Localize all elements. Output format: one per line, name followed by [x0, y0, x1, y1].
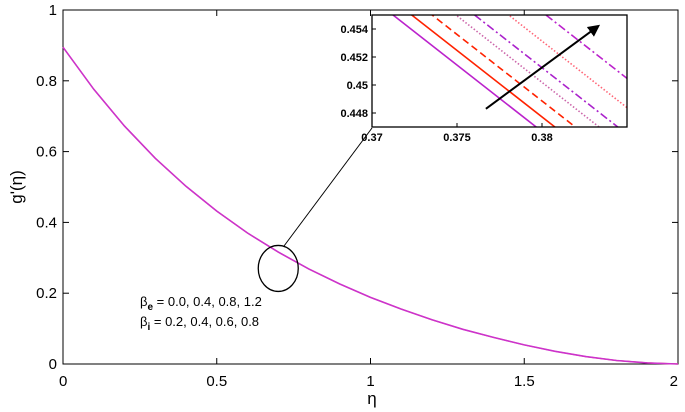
inset-arrow [485, 24, 601, 110]
zoom-ellipse [257, 244, 299, 293]
inset-series-line-4 [454, 15, 601, 127]
zoom-connector [283, 127, 373, 247]
x-tick-label: 1 [366, 373, 374, 390]
beta-e-annotation: βe = 0.0, 0.4, 0.8, 1.2 [140, 294, 262, 313]
y-tick-label: 0.2 [36, 285, 57, 302]
y-tick-label: 0.8 [36, 73, 57, 90]
beta-e-subscript: e [147, 302, 153, 313]
beta-e-values: = 0.0, 0.4, 0.8, 1.2 [153, 294, 262, 309]
beta-i-annotation: βi = 0.2, 0.4, 0.6, 0.8 [140, 314, 259, 333]
inset-background [372, 15, 627, 127]
inset-series-line-1 [391, 15, 538, 127]
main-ticks: 0 0.5 1 1.5 2 0 0.2 0.4 0.6 0.8 1 [36, 2, 679, 390]
y-axis-label: g'(η) [7, 170, 26, 203]
y-tick-label: 0.4 [36, 214, 57, 231]
x-tick-label: 0 [59, 373, 67, 390]
x-axis-label: η [367, 389, 376, 408]
y-tick-label: 0.6 [36, 144, 57, 161]
inset-y-tick-label: 0.454 [340, 24, 368, 36]
beta-i-values: = 0.2, 0.4, 0.6, 0.8 [150, 314, 259, 329]
x-tick-label: 0.5 [206, 373, 227, 390]
beta-i-symbol: β [140, 314, 147, 329]
series-curve [62, 46, 679, 365]
inset-ticks: 0.37 0.375 0.38 0.448 0.45 0.452 0.454 [340, 24, 552, 144]
inset-y-tick-label: 0.448 [340, 108, 368, 120]
x-tick-label: 1.5 [514, 373, 535, 390]
inset-series-line-2 [410, 15, 557, 127]
inset-frame [371, 14, 628, 128]
inset-lines [391, 15, 627, 127]
inset-y-tick-label: 0.452 [340, 52, 368, 64]
main-curve-group [62, 46, 679, 365]
y-tick-label: 0 [49, 356, 57, 373]
inset-y-tick-label: 0.45 [347, 80, 368, 92]
beta-e-symbol: β [140, 294, 147, 309]
beta-i-subscript: i [147, 322, 150, 333]
inset-x-tick-label: 0.37 [361, 132, 382, 144]
inset-x-tick-label: 0.375 [443, 132, 471, 144]
inset-series-line-7 [544, 15, 627, 80]
y-tick-label: 1 [49, 2, 57, 19]
inset-x-tick-label: 0.38 [531, 132, 552, 144]
x-tick-label: 2 [670, 373, 678, 390]
